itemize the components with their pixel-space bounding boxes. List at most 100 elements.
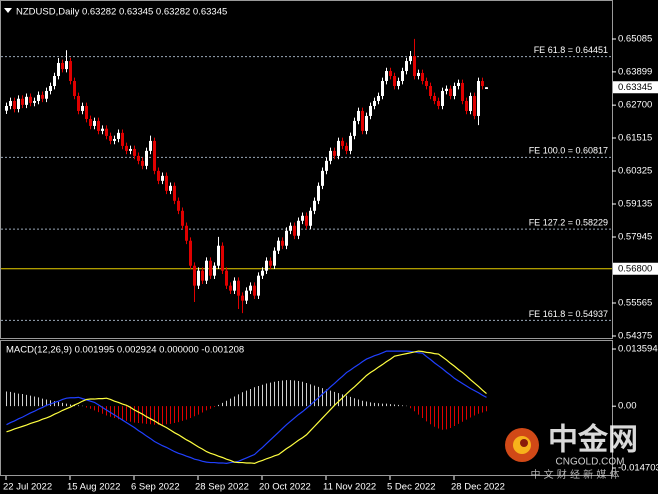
candle-body <box>369 105 372 116</box>
candle-body <box>377 95 380 101</box>
y-tick-label: 0.59135 <box>618 199 652 210</box>
candle-body <box>81 105 84 111</box>
candle-body <box>429 85 432 96</box>
watermark-logo-dot <box>520 439 528 447</box>
candle-body <box>353 120 356 136</box>
candle-body <box>69 61 72 82</box>
candle-body <box>333 150 336 156</box>
candle-body <box>197 270 200 286</box>
candle-body <box>21 98 24 105</box>
candle-body <box>425 81 428 86</box>
candle-body <box>237 280 240 296</box>
indicator-line <box>6 350 487 464</box>
level-label: FE 100.0 = 0.60817 <box>529 146 608 156</box>
candle-body <box>445 88 448 91</box>
watermark-slogan: 中 文 财 经 新 媒 体 <box>530 468 619 481</box>
y-tick-label: 0.00 <box>618 401 637 412</box>
candle-body <box>205 260 208 281</box>
candle-body <box>305 215 308 226</box>
candle-body <box>33 100 36 103</box>
candle-body <box>137 155 140 161</box>
candle-body <box>221 245 224 271</box>
candle-body <box>253 285 256 296</box>
menu-triangle <box>4 8 12 13</box>
candle-body <box>437 100 440 106</box>
x-tick-label: 22 Jul 2022 <box>3 482 52 493</box>
candle-body <box>373 100 376 106</box>
candle-body <box>201 270 204 281</box>
candle-body <box>469 95 472 111</box>
candle-body <box>85 105 88 120</box>
candle-body <box>169 185 172 191</box>
candle-body <box>349 135 352 151</box>
candle-body <box>341 140 344 146</box>
candle-body <box>409 56 412 62</box>
candle-body <box>381 81 384 96</box>
y-tick-label: 0.62700 <box>618 100 652 111</box>
watermark-site: CNGOLD.COM <box>556 457 625 468</box>
candle-body <box>25 96 28 105</box>
candle-body <box>281 240 284 246</box>
x-tick-label: 5 Dec 2022 <box>387 482 436 493</box>
marks: 0.65085 0.63899 0.62700 0.61515 0.60325 0.591… <box>1 34 658 493</box>
candle-body <box>273 250 276 266</box>
candle-body <box>49 85 52 91</box>
candle-body <box>485 87 488 89</box>
y-tick-label: 0.63899 <box>618 66 652 77</box>
y-tick-label: -0.014703 <box>618 463 658 474</box>
level-price-label: 0.56800 <box>618 263 652 274</box>
candle-body <box>293 225 296 236</box>
candle-body <box>413 56 416 77</box>
candle-body <box>149 140 152 151</box>
candle-body <box>89 119 92 126</box>
candle-body <box>365 115 368 131</box>
candle-body <box>141 160 144 166</box>
candle-body <box>173 185 176 201</box>
candle-body <box>245 290 248 301</box>
candle-body <box>249 285 252 291</box>
x-tick-label: 15 Aug 2022 <box>67 482 120 493</box>
x-tick-label: 28 Sep 2022 <box>195 482 249 493</box>
candle-body <box>113 138 116 141</box>
candle-body <box>233 280 236 291</box>
candle-body <box>417 72 420 77</box>
last-price-box <box>613 81 658 94</box>
candle-body <box>393 76 396 86</box>
candle-body <box>213 265 216 276</box>
candle-body <box>217 245 220 266</box>
level-label: FE 161.8 = 0.54937 <box>529 309 608 319</box>
candle-body <box>65 61 68 70</box>
candle-body <box>97 120 100 131</box>
y-tick-label: 0.60325 <box>618 166 652 177</box>
candle-body <box>157 170 160 181</box>
candle-body <box>117 132 120 139</box>
candle-body <box>261 270 264 276</box>
candle-body <box>337 140 340 156</box>
candle-body <box>73 81 76 96</box>
candle-body <box>53 76 56 86</box>
candle-body <box>481 81 484 86</box>
x-tick-label: 28 Dec 2022 <box>451 482 505 493</box>
candle-body <box>285 230 288 246</box>
candle-body <box>289 225 292 231</box>
candle-body <box>301 215 304 221</box>
candle-body <box>477 81 480 116</box>
candle-body <box>241 295 244 301</box>
candle-body <box>329 150 332 161</box>
candle-body <box>465 100 468 111</box>
candle-body <box>461 82 464 101</box>
price-pane-frame <box>0 0 613 339</box>
candle-body <box>109 135 112 141</box>
candle-body <box>153 140 156 171</box>
candle-body <box>77 95 80 111</box>
candle-body <box>269 260 272 266</box>
candle-body <box>421 72 424 82</box>
level-label: FE 61.8 = 0.64451 <box>534 45 608 55</box>
candle-body <box>321 170 324 186</box>
candle-body <box>165 175 168 191</box>
candle-body <box>105 128 108 136</box>
candle-body <box>189 240 192 266</box>
candle-body <box>133 148 136 156</box>
